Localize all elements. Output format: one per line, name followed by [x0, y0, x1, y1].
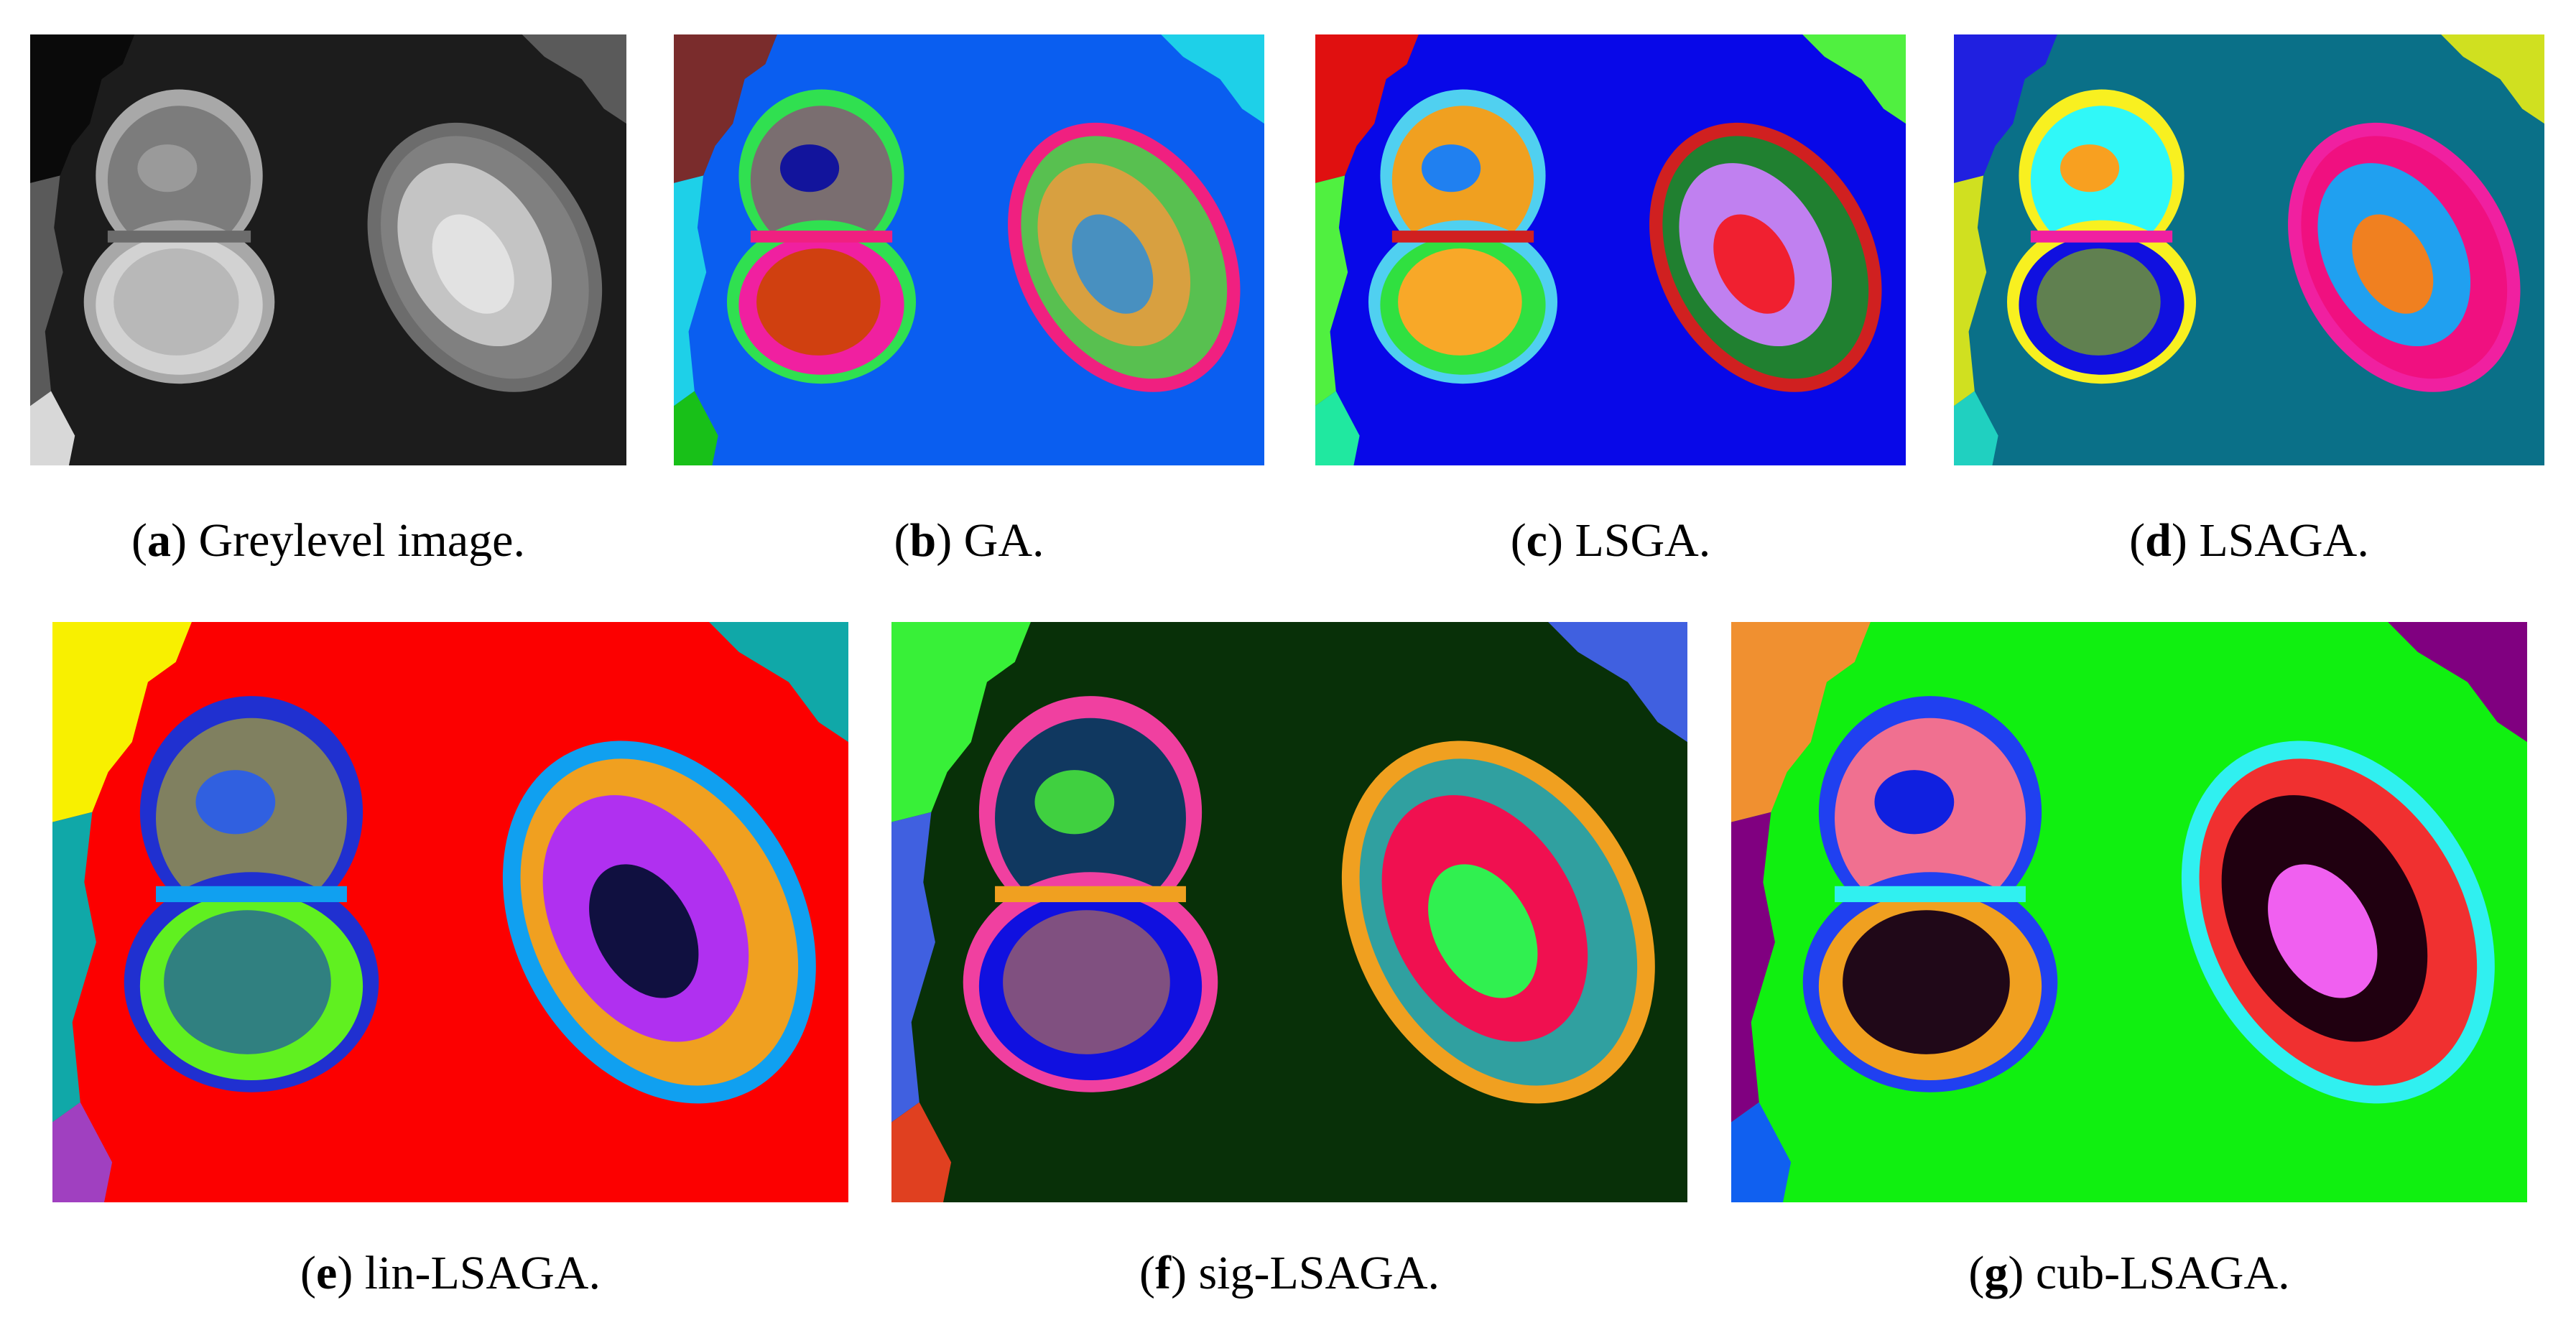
cell-top-core: [1421, 144, 1481, 192]
caption-c: (c) LSGA.: [1510, 514, 1711, 567]
edge-region: [52, 812, 96, 1123]
caption-letter: f: [1155, 1247, 1171, 1299]
cell-bottom-core: [1398, 248, 1522, 356]
caption-letter: e: [316, 1247, 338, 1299]
caption-text: Greylevel image.: [198, 514, 525, 567]
corner-region: [1802, 34, 1906, 124]
cell-waist-band: [995, 886, 1186, 903]
caption-letter: b: [909, 514, 937, 567]
segmentation-svg: [891, 622, 1687, 1202]
cell-waist-band: [156, 886, 347, 903]
caption-text: sig-LSAGA.: [1198, 1247, 1440, 1299]
corner-region: [30, 34, 135, 183]
caption-text: GA.: [963, 514, 1044, 567]
corner-region: [30, 391, 75, 465]
caption-b: (b) GA.: [894, 514, 1044, 567]
corner-region: [674, 391, 718, 465]
cell-top-core: [1034, 770, 1115, 835]
segmentation-svg: [52, 622, 848, 1202]
edge-region: [1731, 812, 1775, 1123]
right-cell-core: [432, 214, 514, 314]
caption-text: lin-LSAGA.: [364, 1247, 601, 1299]
caption-letter: a: [147, 514, 172, 567]
edge-region: [1315, 175, 1348, 407]
corner-region: [1548, 622, 1687, 743]
cell-top-core: [1874, 770, 1955, 835]
caption-text: LSGA.: [1575, 514, 1711, 567]
edge-region: [1954, 175, 1987, 407]
right-cell-core: [2352, 214, 2434, 314]
segmentation-svg: [674, 34, 1264, 465]
edge-region: [891, 812, 935, 1123]
corner-region: [674, 34, 777, 183]
corner-region: [1315, 34, 1419, 183]
cell-waist-band: [1391, 231, 1534, 243]
right-cell: [367, 122, 603, 392]
caption-text: LSAGA.: [2199, 514, 2369, 567]
right-cell-core: [2268, 864, 2378, 998]
cell-waist-band: [750, 231, 893, 243]
segmentation-svg: [1954, 34, 2544, 465]
cell-bottom-core: [113, 248, 239, 356]
corner-region: [52, 622, 192, 822]
caption-d: (d) LSAGA.: [2129, 514, 2369, 567]
segmentation-svg: [30, 34, 626, 465]
caption-letter: g: [1984, 1247, 2009, 1299]
edge-region: [674, 175, 707, 407]
panel-d-image: [1954, 34, 2544, 465]
segmentation-svg: [1731, 622, 2527, 1202]
caption-text: cub-LSAGA.: [2035, 1247, 2290, 1299]
caption-g: (g) cub-LSAGA.: [1968, 1247, 2290, 1299]
right-cell: [2288, 122, 2521, 392]
corner-region: [522, 34, 626, 124]
corner-region: [52, 1102, 113, 1202]
cell-top-core: [779, 144, 840, 192]
right-cell: [1008, 122, 1241, 392]
segmentation-svg: [1315, 34, 1906, 465]
cell-bottom-core: [1003, 910, 1170, 1054]
corner-region: [709, 622, 848, 743]
right-cell: [1649, 122, 1882, 392]
panel-b-image: [674, 34, 1264, 465]
corner-region: [891, 1102, 952, 1202]
cell-top-core: [195, 770, 276, 835]
cell-bottom-core: [2037, 248, 2161, 356]
corner-region: [2388, 622, 2527, 743]
panel-a-image: [30, 34, 626, 465]
corner-region: [1315, 391, 1360, 465]
caption-letter: c: [1526, 514, 1547, 567]
edge-region: [30, 175, 63, 407]
corner-region: [1731, 1102, 1792, 1202]
cell-waist-band: [1835, 886, 2026, 903]
panel-e-image: [52, 622, 848, 1202]
right-cell-core: [1072, 214, 1154, 314]
right-cell: [2181, 740, 2495, 1104]
right-cell: [1341, 740, 1655, 1104]
right-cell-core: [1428, 864, 1538, 998]
panel-g-image: [1731, 622, 2527, 1202]
corner-region: [1954, 391, 1998, 465]
corner-region: [891, 622, 1031, 822]
panel-f-image: [891, 622, 1687, 1202]
corner-region: [1954, 34, 2057, 183]
caption-f: (f) sig-LSAGA.: [1139, 1247, 1440, 1299]
right-cell-core: [1713, 214, 1795, 314]
right-cell: [502, 740, 816, 1104]
panel-c-image: [1315, 34, 1906, 465]
corner-region: [1161, 34, 1264, 124]
cell-bottom-core: [756, 248, 881, 356]
cell-bottom-core: [164, 910, 331, 1054]
caption-letter: d: [2145, 514, 2172, 567]
corner-region: [2441, 34, 2544, 124]
cell-top-core: [137, 144, 198, 192]
right-cell-core: [589, 864, 699, 998]
corner-region: [1731, 622, 1871, 822]
caption-a: (a) Greylevel image.: [131, 514, 525, 567]
cell-waist-band: [2030, 231, 2173, 243]
cell-bottom-core: [1843, 910, 2010, 1054]
cell-waist-band: [107, 231, 251, 243]
cell-top-core: [2060, 144, 2120, 192]
caption-e: (e) lin-LSAGA.: [300, 1247, 601, 1299]
